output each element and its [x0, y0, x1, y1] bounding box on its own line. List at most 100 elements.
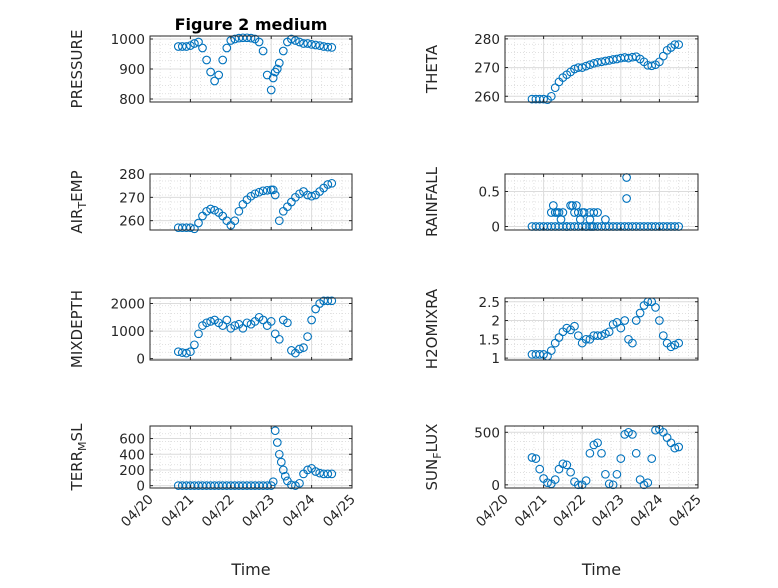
axes-box: [149, 425, 353, 489]
data-point: [307, 191, 316, 201]
x-tick-label: 04/25: [320, 492, 359, 531]
data-point: [268, 185, 278, 195]
subplot-5: 0 1000 2000 MIXDEPTH: [68, 290, 353, 368]
y-tick-label: 2: [491, 314, 500, 330]
data-point: [581, 334, 591, 344]
data-point: [246, 33, 256, 43]
data-point: [604, 327, 614, 337]
data-point: [230, 216, 240, 226]
data-point: [303, 465, 312, 475]
data-point: [601, 215, 610, 224]
data-point: [323, 296, 333, 306]
subplot-4: 0 0.5 RAINFALL: [423, 166, 699, 237]
data-point: [258, 186, 268, 196]
data-point: [238, 323, 248, 333]
data-point: [319, 42, 329, 51]
data-point: [622, 194, 631, 203]
data-point: [270, 329, 280, 339]
y-tick-label: 400: [119, 447, 145, 463]
data-point: [270, 426, 280, 436]
data-point: [295, 37, 304, 47]
data-point: [647, 61, 657, 71]
data-point: [272, 64, 282, 74]
data-point: [539, 94, 548, 104]
data-point: [651, 303, 660, 312]
y-axis-label-6: H2OMIXRA: [423, 288, 441, 369]
data-point: [566, 467, 575, 477]
axes-box: [504, 297, 699, 361]
data-point: [177, 348, 187, 357]
data-point: [230, 321, 240, 330]
data-point: [323, 469, 333, 479]
data-point: [182, 348, 191, 358]
y-axis-label-2: THETA: [423, 44, 441, 94]
data-point: [258, 315, 268, 325]
data-point: [182, 42, 191, 51]
data-point: [628, 338, 637, 348]
data-point: [274, 449, 284, 459]
data-point: [543, 478, 552, 488]
data-point: [299, 39, 308, 48]
y-tick-label: 2.5: [479, 295, 500, 311]
data-point: [254, 37, 264, 47]
data-point: [631, 448, 641, 458]
x-tick-label: 04/21: [512, 492, 551, 531]
data-point: [585, 60, 595, 70]
y-tick-label: 260: [119, 214, 145, 230]
data-point: [218, 321, 228, 330]
y-tick-label: 0: [136, 479, 145, 495]
data-point: [291, 481, 300, 490]
data-point: [210, 205, 219, 215]
data-point: [581, 61, 591, 71]
axes-box: [149, 297, 353, 361]
data-point: [272, 438, 282, 447]
x-tick-label: 04/20: [473, 492, 512, 531]
data-point: [628, 430, 637, 439]
data-point: [581, 476, 591, 485]
data-point: [593, 331, 602, 340]
y-tick-label: 260: [474, 89, 500, 105]
y-tick-label: 0: [491, 220, 500, 236]
subplot-6: 1 1.5 2 2.5 H2OMIXRA: [423, 288, 699, 369]
data-point: [546, 346, 556, 355]
y-tick-label: 1.5: [479, 332, 500, 348]
data-point: [280, 471, 290, 481]
figure-title: Figure 2 medium: [175, 15, 328, 34]
y-tick-label: 270: [474, 61, 500, 77]
data-point: [194, 329, 203, 339]
data-point: [214, 70, 224, 80]
y-tick-label: 600: [119, 432, 145, 448]
y-tick-label: 800: [119, 92, 145, 108]
data-point: [631, 316, 641, 325]
data-point: [206, 67, 215, 77]
data-point: [278, 46, 288, 56]
data-point: [177, 42, 187, 51]
data-point: [643, 478, 653, 488]
data-point: [573, 331, 583, 340]
data-point: [670, 40, 680, 49]
data-point: [222, 43, 232, 53]
data-point: [546, 91, 556, 101]
y-tick-label: 0: [136, 352, 145, 368]
data-point: [579, 208, 589, 217]
data-point: [674, 338, 684, 348]
data-point: [268, 73, 278, 83]
y-tick-label: 200: [119, 463, 145, 479]
data-point: [303, 332, 312, 341]
data-point: [210, 76, 219, 86]
data-point: [268, 477, 278, 487]
y-tick-label: 1000: [111, 324, 145, 340]
data-point: [327, 469, 337, 479]
data-point: [674, 40, 684, 49]
axes-box: [149, 173, 353, 231]
data-point: [287, 34, 296, 44]
y-tick-label: 0.5: [479, 185, 500, 201]
data-point: [658, 331, 668, 340]
data-point: [274, 58, 284, 68]
data-point: [190, 340, 199, 350]
data-point: [173, 347, 183, 357]
data-point: [315, 41, 325, 50]
y-axis-label-5: MIXDEPTH: [68, 290, 86, 368]
